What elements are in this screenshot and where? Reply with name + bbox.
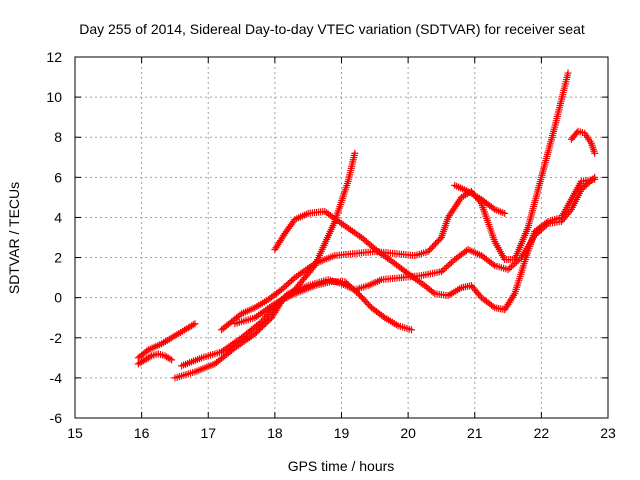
y-tick-label: -2 — [50, 330, 63, 346]
data-point-marker — [442, 263, 450, 271]
data-point-marker — [346, 282, 354, 290]
data-point-marker — [427, 244, 435, 252]
data-point-marker — [506, 264, 514, 272]
data-point-marker — [363, 299, 371, 307]
chart-title: Day 255 of 2014, Sidereal Day-to-day VTE… — [79, 21, 585, 37]
data-point-marker — [489, 204, 497, 212]
x-axis-label: GPS time / hours — [288, 458, 395, 474]
x-tick-label: 16 — [134, 425, 150, 441]
data-point-marker — [379, 312, 387, 320]
series-track-7 — [271, 175, 599, 314]
y-tick-label: 0 — [54, 290, 62, 306]
series-track-1 — [134, 320, 199, 362]
data-point-marker — [278, 286, 286, 294]
data-point-marker — [191, 320, 199, 328]
series-track-6 — [231, 278, 415, 334]
data-point-marker — [362, 297, 370, 305]
data-point-marker — [489, 302, 497, 310]
data-point-marker — [372, 246, 380, 254]
data-point-marker — [256, 319, 264, 327]
data-point-marker — [352, 288, 360, 296]
series-track-2 — [134, 350, 176, 368]
data-point-marker — [447, 259, 455, 267]
data-point-marker — [407, 326, 415, 334]
data-point-marker — [432, 240, 440, 248]
y-tick-label: -4 — [50, 370, 63, 386]
data-point-marker — [433, 238, 441, 246]
y-tick-label: 6 — [54, 169, 62, 185]
data-point-marker — [351, 287, 359, 295]
y-tick-label: 8 — [54, 129, 62, 145]
x-tick-label: 17 — [200, 425, 216, 441]
data-point-marker — [581, 182, 589, 190]
data-point-marker — [189, 321, 197, 329]
y-tick-label: 4 — [54, 209, 62, 225]
data-point-marker — [279, 284, 287, 292]
x-tick-label: 23 — [600, 425, 616, 441]
data-point-marker — [489, 260, 497, 268]
y-tick-label: 12 — [46, 49, 62, 65]
data-point-marker — [360, 296, 368, 304]
data-point-marker — [591, 149, 599, 157]
x-tick-label: 22 — [534, 425, 550, 441]
data-point-marker — [542, 219, 550, 227]
data-point-marker — [349, 285, 357, 293]
data-point-marker — [436, 235, 444, 243]
x-tick-label: 19 — [334, 425, 350, 441]
data-point-marker — [166, 355, 174, 363]
grid — [75, 57, 608, 418]
x-tick-label: 18 — [267, 425, 283, 441]
data-point-marker — [283, 281, 291, 289]
data-point-marker — [351, 149, 359, 157]
y-tick-label: -6 — [50, 410, 63, 426]
data-point-marker — [439, 266, 447, 274]
data-point-marker — [504, 266, 512, 274]
axis-ticks: 15 16 17 18 19 20 21 22 23 -6 -4 -2 0 2 4 6 8 10 12 — [46, 49, 616, 441]
data-point-marker — [357, 293, 365, 301]
data-point-marker — [288, 277, 296, 285]
data-point-marker — [564, 69, 572, 77]
data-point-marker — [429, 288, 437, 296]
data-point-marker — [284, 280, 292, 288]
data-point-marker — [281, 283, 289, 291]
data-point-marker — [426, 246, 434, 254]
data-point-marker — [402, 268, 410, 276]
data-point-marker — [429, 243, 437, 251]
data-point-marker — [356, 291, 364, 299]
series-track-8 — [451, 181, 509, 217]
data-point-marker — [359, 294, 367, 302]
data-point-marker — [507, 263, 515, 271]
data-point-marker — [344, 281, 352, 289]
x-tick-label: 15 — [67, 425, 83, 441]
data-point-marker — [444, 262, 452, 270]
y-tick-label: 2 — [54, 250, 62, 266]
data-point-marker — [365, 301, 373, 309]
y-tick-label: 10 — [46, 89, 62, 105]
data-point-marker — [341, 278, 349, 286]
data-point-marker — [143, 347, 151, 355]
data-point-marker — [591, 175, 599, 183]
data-series — [134, 69, 599, 382]
data-point-marker — [476, 292, 484, 300]
y-axis-label: SDTVAR / TECUs — [6, 182, 22, 294]
data-point-marker — [501, 209, 509, 217]
data-point-marker — [446, 260, 454, 268]
data-point-marker — [434, 237, 442, 245]
data-point-marker — [424, 248, 432, 256]
data-point-marker — [146, 353, 154, 361]
data-point-marker — [430, 241, 438, 249]
data-point-marker — [286, 278, 294, 286]
data-point-marker — [342, 279, 350, 287]
x-tick-label: 21 — [467, 425, 483, 441]
series-track-9 — [567, 127, 599, 157]
data-point-marker — [441, 265, 449, 273]
data-point-marker — [354, 290, 362, 298]
data-point-marker — [347, 284, 355, 292]
data-point-marker — [437, 268, 445, 276]
data-point-marker — [236, 311, 244, 319]
x-tick-label: 20 — [400, 425, 416, 441]
data-point-marker — [168, 356, 176, 364]
